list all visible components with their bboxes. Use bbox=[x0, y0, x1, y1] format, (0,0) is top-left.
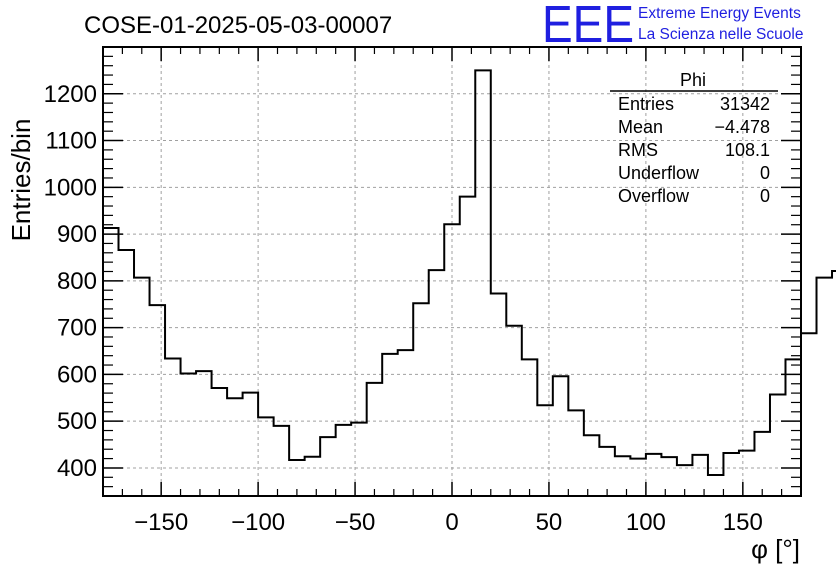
histogram-bin bbox=[599, 447, 615, 496]
stats-label: Underflow bbox=[618, 163, 700, 183]
y-axis-label: Entries/bin bbox=[6, 119, 36, 242]
histogram-bin bbox=[615, 456, 631, 496]
histogram-bin bbox=[785, 359, 801, 496]
histogram-bin bbox=[367, 383, 383, 496]
histogram-bin bbox=[103, 228, 119, 496]
histogram-bin bbox=[491, 293, 507, 496]
histogram-bin bbox=[212, 388, 228, 496]
histogram-bin bbox=[181, 373, 197, 496]
histogram-bin bbox=[646, 454, 662, 496]
histogram-bin bbox=[460, 197, 476, 496]
y-tick-label: 700 bbox=[57, 315, 97, 342]
stats-label: Overflow bbox=[618, 186, 690, 206]
stats-label: RMS bbox=[618, 140, 658, 160]
stats-title: Phi bbox=[680, 70, 706, 90]
histogram-bin bbox=[475, 70, 491, 496]
grid bbox=[103, 47, 801, 496]
histogram-bin bbox=[134, 278, 150, 496]
stats-value: 108.1 bbox=[725, 140, 770, 160]
stats-box: Phi Entries 31342 Mean −4.478 RMS 108.1 Underf… bbox=[610, 70, 778, 206]
histogram-bin bbox=[537, 405, 553, 496]
histogram-bin bbox=[227, 398, 243, 496]
histogram-bin bbox=[723, 453, 739, 496]
histogram-bin bbox=[274, 426, 290, 496]
histogram-bin bbox=[630, 459, 646, 496]
x-tick-label: −100 bbox=[231, 509, 285, 536]
histogram-bin bbox=[661, 457, 677, 496]
histogram-bin bbox=[289, 460, 305, 496]
stats-value: 31342 bbox=[720, 94, 770, 114]
eee-logo: EEE Extreme Energy Events La Scienza nel… bbox=[542, 0, 803, 54]
histogram-bin bbox=[444, 224, 460, 496]
histogram-bin bbox=[336, 425, 352, 496]
histogram-bin bbox=[584, 435, 600, 496]
histogram-bin bbox=[150, 305, 166, 496]
histogram-bin bbox=[258, 417, 274, 496]
y-tick-label: 1200 bbox=[44, 81, 97, 108]
histogram-bin bbox=[708, 475, 724, 496]
histogram-bin bbox=[739, 451, 755, 496]
x-tick-label: 0 bbox=[445, 509, 458, 536]
histogram-bin bbox=[196, 371, 212, 496]
y-tick-label: 800 bbox=[57, 268, 97, 295]
stats-value: −4.478 bbox=[714, 117, 770, 137]
histogram-bin bbox=[305, 457, 321, 496]
histogram-bin bbox=[692, 455, 708, 496]
histogram-bin bbox=[677, 465, 693, 496]
histogram-bin bbox=[553, 376, 569, 496]
histogram-bin bbox=[754, 432, 770, 496]
y-tick-label: 400 bbox=[57, 455, 97, 482]
x-tick-label: −150 bbox=[134, 509, 188, 536]
histogram-bin bbox=[119, 250, 135, 496]
eee-logo-line2: La Scienza nelle Scuole bbox=[638, 26, 803, 43]
histogram-bin bbox=[568, 410, 584, 496]
histogram-bin bbox=[506, 326, 522, 496]
x-tick-label: −50 bbox=[335, 509, 376, 536]
histogram-outline bbox=[103, 69, 836, 476]
histogram-bin bbox=[770, 395, 786, 496]
y-tick-label: 500 bbox=[57, 408, 97, 435]
histogram-bin bbox=[351, 423, 367, 496]
eee-logo-line1: Extreme Energy Events bbox=[638, 5, 801, 22]
histogram-bin bbox=[398, 350, 414, 496]
x-tick-label: 100 bbox=[626, 509, 666, 536]
histogram-bin bbox=[522, 359, 538, 496]
y-tick-label: 1100 bbox=[45, 128, 97, 155]
histogram-bin bbox=[320, 437, 336, 496]
histogram-bin bbox=[243, 393, 259, 496]
histogram-bin bbox=[817, 278, 833, 496]
x-tick-label: 150 bbox=[723, 509, 763, 536]
histogram-bin bbox=[413, 303, 429, 496]
plot-frame bbox=[102, 46, 802, 497]
histogram-bin bbox=[801, 333, 817, 496]
histogram-bin bbox=[832, 271, 836, 496]
chart-title: COSE-01-2025-05-03-00007 bbox=[84, 12, 392, 39]
histogram-bin bbox=[165, 358, 181, 496]
x-tick-label: 50 bbox=[536, 509, 563, 536]
axis-ticks bbox=[102, 47, 802, 497]
y-tick-label: 600 bbox=[57, 361, 97, 388]
histogram-bin bbox=[382, 354, 398, 496]
y-tick-label: 900 bbox=[57, 221, 97, 248]
tick-labels: −150 −100 −50 0 50 100 150 400 500 600 700 800 900 10… bbox=[44, 81, 763, 536]
y-tick-label: 1000 bbox=[44, 174, 97, 201]
stats-label: Entries bbox=[618, 94, 674, 114]
stats-value: 0 bbox=[760, 186, 770, 206]
eee-logo-mark: EEE bbox=[542, 0, 634, 54]
stats-value: 0 bbox=[760, 163, 770, 183]
histogram-bin bbox=[429, 270, 445, 496]
stats-label: Mean bbox=[618, 117, 663, 137]
x-axis-label: φ [°] bbox=[751, 534, 800, 564]
